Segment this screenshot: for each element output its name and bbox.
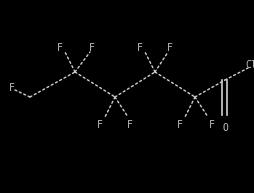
Text: F: F [97,120,103,130]
Text: F: F [89,43,94,53]
Text: F: F [137,43,142,53]
Text: F: F [126,120,132,130]
Text: F: F [208,120,214,130]
Text: F: F [57,43,63,53]
Text: Cl: Cl [244,60,254,70]
Text: O: O [221,123,227,133]
Text: F: F [176,120,182,130]
Text: F: F [9,83,15,93]
Text: F: F [166,43,172,53]
